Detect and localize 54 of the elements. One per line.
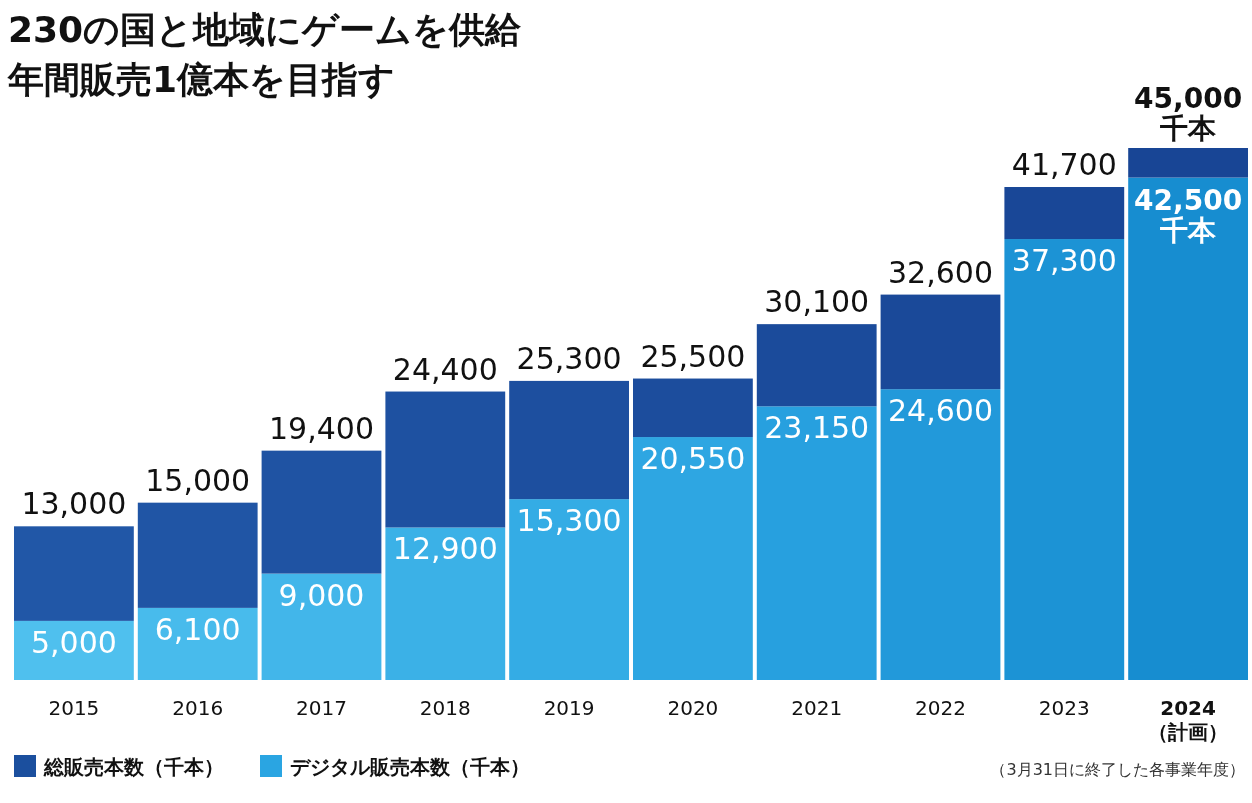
x-tick-label: 2018 — [419, 696, 471, 720]
bar — [633, 437, 753, 680]
total-label: 41,700 — [1011, 147, 1117, 183]
total-label: 25,300 — [516, 340, 622, 376]
total-label: 45,000 千本 — [1134, 82, 1243, 145]
bar — [509, 499, 629, 680]
bar — [1004, 239, 1125, 680]
bar — [14, 526, 134, 621]
bar — [1004, 187, 1125, 240]
x-tick-label: 2020 — [667, 696, 719, 720]
total-label: 13,000 — [21, 486, 127, 522]
bar — [137, 607, 258, 680]
total-label: 32,600 — [888, 254, 993, 290]
bar — [1128, 148, 1248, 178]
chart-title: 230の国と地域にゲームを供給 — [8, 9, 523, 50]
legend-label: 総販売本数（千本） — [43, 755, 224, 779]
bar — [385, 391, 506, 528]
bar — [1128, 177, 1248, 680]
data-label: 5,000 — [30, 624, 117, 660]
bar — [261, 573, 382, 680]
data-label: 9,000 — [278, 577, 365, 613]
chart-subtitle: 年間販売1億本を目指す — [7, 59, 396, 100]
bar — [880, 294, 1001, 390]
bar — [385, 527, 506, 680]
legend-label: デジタル販売本数（千本） — [290, 755, 530, 779]
total-label: 15,000 — [145, 462, 251, 498]
total-label: 30,100 — [764, 284, 870, 320]
bar — [880, 389, 1001, 680]
data-label: 12,900 — [392, 531, 498, 567]
x-tick-label: 2023 — [1038, 696, 1090, 720]
data-label: 42,500 千本 — [1134, 183, 1243, 247]
x-tick-label: 2019 — [543, 696, 595, 720]
bar — [756, 406, 877, 680]
x-tick-label: 2016 — [172, 696, 224, 720]
data-label: 20,550 — [640, 441, 746, 477]
data-label: 6,100 — [154, 611, 241, 647]
bar — [137, 502, 258, 608]
text: （3月31日に終了した各事業年度） — [990, 760, 1245, 779]
data-label: 15,300 — [516, 503, 622, 539]
bar — [261, 450, 382, 574]
total-label: 24,400 — [392, 351, 498, 387]
data-label: 23,150 — [764, 410, 870, 446]
data-label: 37,300 — [1011, 243, 1117, 279]
x-tick-label: 2017 — [296, 696, 347, 720]
bar — [633, 378, 753, 438]
x-tick-label: 2022 — [915, 696, 966, 720]
data-label: 24,600 — [888, 393, 993, 429]
x-tick-label: 2021 — [791, 696, 843, 720]
total-label: 19,400 — [269, 410, 374, 446]
total-label: 25,500 — [640, 338, 746, 374]
x-tick-label: 2024 （計画） — [1148, 696, 1229, 744]
bar — [509, 380, 629, 500]
x-tick-label: 2015 — [48, 696, 100, 720]
bar — [756, 324, 877, 407]
